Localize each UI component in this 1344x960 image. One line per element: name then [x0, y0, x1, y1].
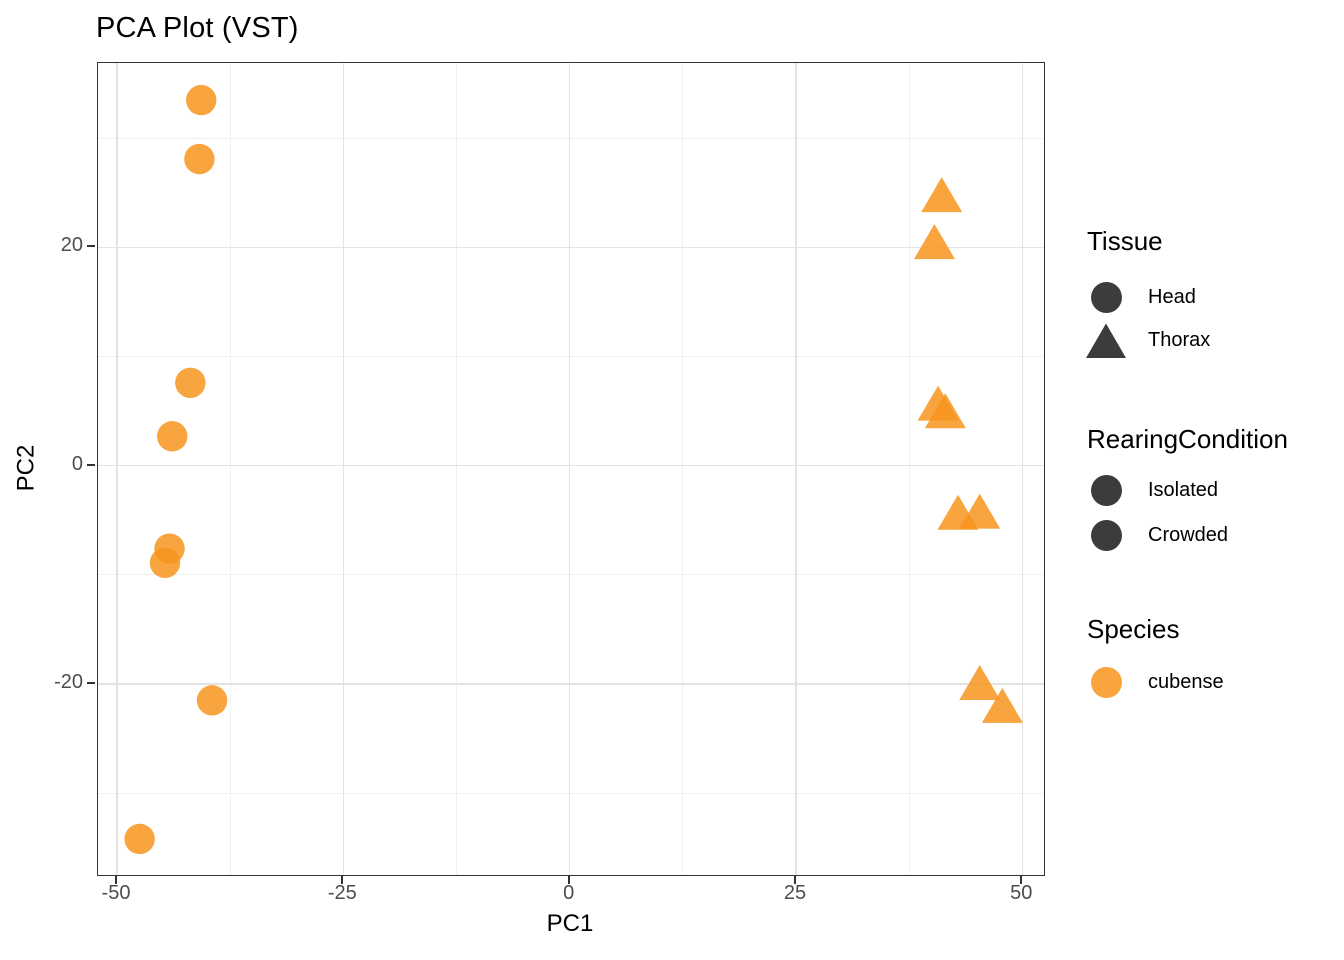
gridline-major-v	[342, 63, 345, 875]
data-points-layer	[124, 84, 1023, 855]
x-tick-mark	[1020, 876, 1023, 884]
gridline-minor-v	[229, 63, 231, 875]
x-tick-mark	[341, 876, 344, 884]
legend-title-tissue: Tissue	[1087, 226, 1163, 256]
x-tick-mark	[567, 876, 570, 884]
chart-title: PCA Plot (VST)	[96, 12, 299, 44]
gridline-major-v	[568, 63, 571, 875]
gridline-minor-v	[682, 63, 684, 875]
gridline-major-v	[116, 63, 118, 875]
y-tick-mark	[87, 245, 95, 248]
legend-title-species: Species	[1087, 614, 1180, 644]
data-point-head	[186, 84, 217, 116]
y-tick-label: 20	[60, 234, 83, 257]
x-tick-label: -50	[101, 882, 131, 904]
legend-triangle-icon	[1086, 323, 1126, 358]
gridline-major-h	[98, 683, 1044, 685]
x-tick-label: 0	[563, 882, 575, 904]
y-tick-mark	[87, 682, 95, 684]
gridline-major-v	[1021, 63, 1024, 875]
legend-circle-icon	[1090, 474, 1122, 506]
gridline-major-h	[98, 246, 1044, 249]
legend-label-head: Head	[1148, 286, 1196, 308]
data-point-thorax	[913, 224, 955, 260]
legend-label-crowded: Crowded	[1148, 524, 1229, 546]
legend-circle-icon	[1090, 519, 1122, 551]
legend-label-thorax: Thorax	[1148, 329, 1211, 351]
data-point-head	[175, 367, 206, 398]
legend-circle-icon	[1090, 666, 1122, 698]
y-tick-label: -20	[54, 671, 83, 693]
data-point-head	[157, 421, 188, 452]
data-point-head	[184, 143, 215, 175]
gridline-minor-h	[98, 574, 1044, 576]
data-point-head	[149, 547, 181, 579]
x-axis-title: PC1	[546, 910, 594, 937]
gridline-minor-h	[98, 137, 1044, 139]
y-axis-title: PC2	[12, 444, 39, 492]
gridline-minor-v	[455, 63, 457, 875]
y-axis-title-wrap: PC2	[4, 62, 48, 874]
plot-panel	[97, 62, 1045, 876]
x-tick-label: 50	[1010, 882, 1033, 904]
y-tick-label: 0	[71, 452, 83, 475]
data-point-head	[124, 823, 155, 855]
gridline-minor-h	[98, 356, 1044, 358]
legend-label-isolated: Isolated	[1148, 479, 1219, 501]
x-tick-mark	[793, 876, 796, 884]
legend-title-rearingcondition: RearingCondition	[1087, 424, 1288, 454]
y-tick-mark	[87, 463, 95, 466]
x-tick-label: -25	[327, 882, 357, 904]
gridline-major-h	[98, 464, 1044, 467]
data-point-thorax	[959, 665, 1001, 701]
data-point-thorax	[959, 493, 1001, 529]
x-tick-mark	[115, 876, 117, 884]
legend-circle-icon	[1090, 281, 1122, 313]
data-point-thorax	[921, 177, 963, 213]
data-point-thorax	[981, 687, 1023, 723]
data-point-head	[196, 685, 228, 716]
x-tick-label: 25	[783, 882, 807, 904]
gridline-major-v	[795, 63, 797, 875]
data-point-thorax	[924, 393, 966, 429]
legend-triangle-shape	[1086, 323, 1126, 358]
legend-label-cubense: cubense	[1148, 671, 1224, 693]
gridline-minor-v	[908, 63, 910, 875]
gridline-minor-h	[98, 792, 1044, 794]
